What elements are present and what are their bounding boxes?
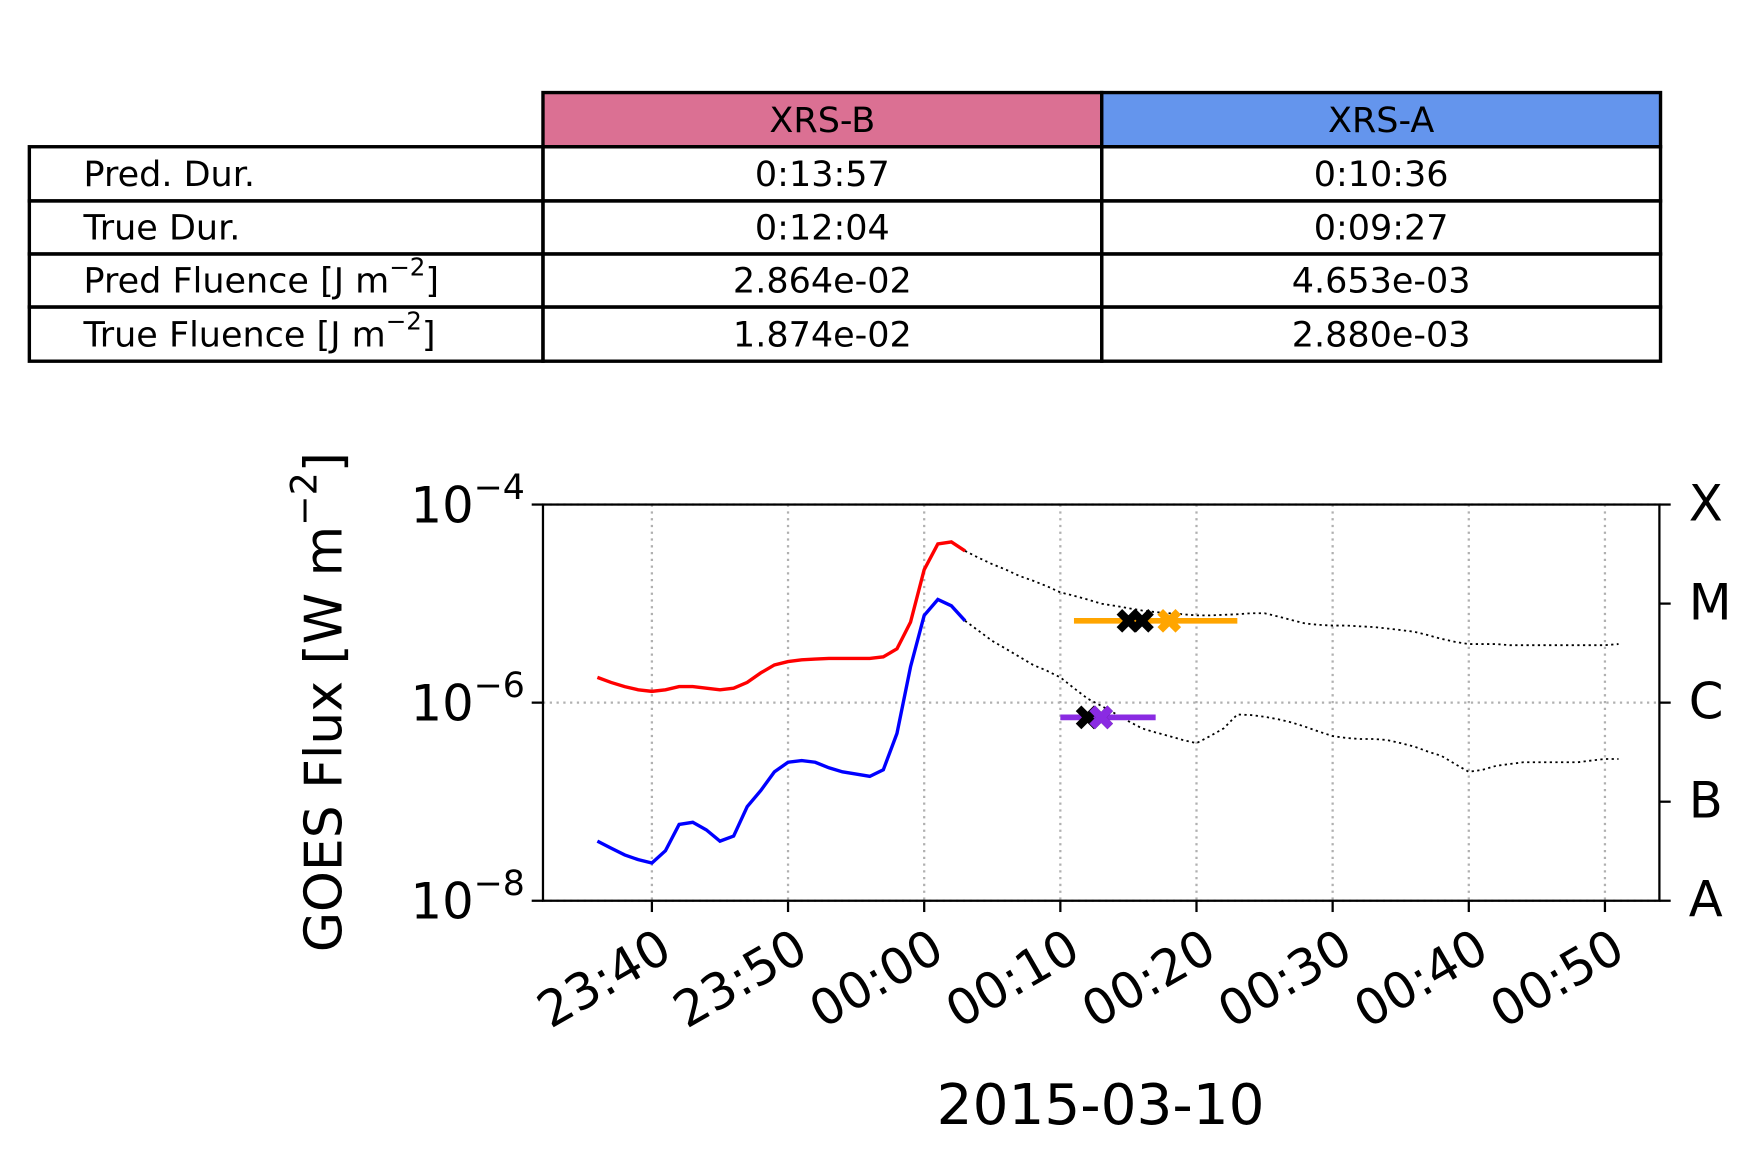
x-tick-label: 00:50	[1481, 918, 1634, 1040]
x-axis-label: 2015-03-10	[937, 1073, 1265, 1138]
series-line	[596, 597, 967, 865]
plot-frame	[541, 503, 1661, 902]
x-tick-label: 23:40	[528, 918, 681, 1040]
x-tick-label: 00:00	[800, 918, 953, 1040]
y-tick-label: 10−8	[410, 864, 524, 930]
column-header: XRS-B	[769, 101, 875, 141]
table-cell	[1100, 305, 1663, 363]
x-marker	[1130, 609, 1154, 633]
y2-tick-label: M	[1689, 573, 1732, 631]
series-line	[964, 550, 1619, 647]
y2-tick-label: C	[1689, 672, 1724, 730]
row-label: Pred. Dur.	[84, 155, 255, 195]
x-tick-label: 00:40	[1344, 918, 1497, 1040]
cell-value: 0:09:27	[1314, 209, 1449, 249]
column-header: XRS-A	[1328, 101, 1434, 141]
x-marker	[1157, 609, 1182, 633]
cell-value: 0:12:04	[755, 209, 890, 249]
x-marker	[1089, 705, 1114, 730]
cell-value: 4.653e-03	[1292, 262, 1471, 302]
row-label: True Fluence [J m−2]	[83, 306, 436, 355]
cell-value: 2.864e-02	[733, 262, 912, 302]
cell-value: 1.874e-02	[733, 315, 912, 355]
y2-tick-label: A	[1689, 871, 1723, 929]
x-tick-label: 00:10	[936, 918, 1089, 1040]
cell-value: 0:10:36	[1314, 155, 1449, 195]
x-tick-label: 23:50	[664, 918, 817, 1040]
row-label: Pred Fluence [J m−2]	[84, 252, 439, 301]
y2-tick-label: B	[1689, 771, 1723, 829]
row-label: True Dur.	[83, 209, 241, 249]
y-tick-label: 10−6	[410, 666, 524, 732]
series-line	[964, 620, 1619, 773]
x-tick-label: 00:20	[1072, 918, 1225, 1040]
x-tick-label: 00:30	[1208, 918, 1361, 1040]
cell-value: 0:13:57	[755, 155, 890, 195]
y-axis-label: GOES Flux [W m−2]	[282, 452, 355, 952]
cell-value: 2.880e-03	[1292, 315, 1471, 355]
y2-tick-label: X	[1689, 474, 1723, 532]
series-line	[596, 540, 966, 694]
header-cell	[541, 90, 1104, 149]
y-tick-label: 10−4	[410, 468, 524, 534]
